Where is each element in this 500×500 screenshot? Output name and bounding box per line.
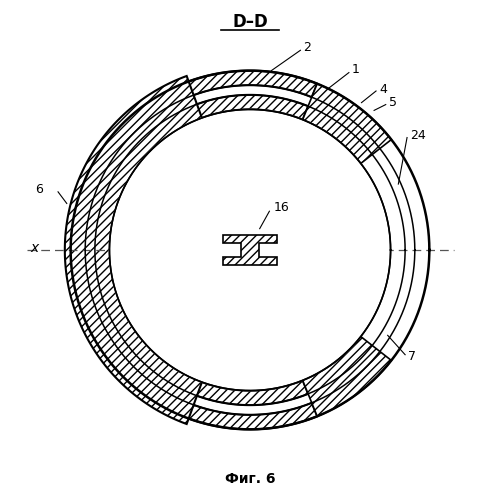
Text: 4: 4 bbox=[379, 82, 387, 96]
Text: 16: 16 bbox=[274, 201, 289, 214]
Text: 24: 24 bbox=[410, 129, 426, 142]
Polygon shape bbox=[95, 95, 308, 405]
Text: 1: 1 bbox=[352, 63, 360, 76]
Circle shape bbox=[110, 110, 390, 390]
Text: x: x bbox=[30, 241, 39, 255]
Polygon shape bbox=[65, 76, 203, 424]
Polygon shape bbox=[223, 236, 277, 264]
Text: 6: 6 bbox=[35, 184, 42, 196]
Text: Фиг. 6: Фиг. 6 bbox=[225, 472, 275, 486]
Text: D–D: D–D bbox=[232, 13, 268, 31]
Polygon shape bbox=[302, 336, 392, 416]
Polygon shape bbox=[302, 84, 392, 164]
Text: 2: 2 bbox=[304, 41, 311, 54]
Polygon shape bbox=[70, 70, 317, 430]
Text: 7: 7 bbox=[408, 350, 416, 363]
Text: 5: 5 bbox=[388, 96, 396, 109]
